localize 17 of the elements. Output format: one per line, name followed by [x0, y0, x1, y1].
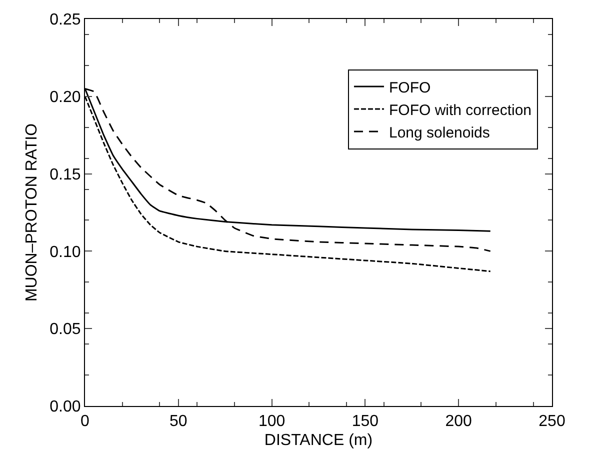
- y-tick-label: 0.25: [50, 12, 81, 29]
- y-axis-title: MUON–PROTON RATIO: [24, 123, 41, 302]
- x-tick-label: 150: [352, 413, 379, 430]
- x-tick-label: 50: [170, 413, 188, 430]
- legend-label: Long solenoids: [388, 124, 490, 142]
- x-tick-label: 100: [258, 413, 286, 430]
- legend-label: FOFO: [388, 79, 431, 96]
- x-tick-label: 250: [538, 413, 566, 430]
- y-tick-label: 0.10: [50, 244, 81, 261]
- x-tick-label: 200: [445, 413, 472, 430]
- y-tick-label: 0.20: [50, 89, 81, 106]
- y-tick-label: 0.05: [50, 321, 81, 338]
- y-tick-label: 0.00: [50, 398, 81, 416]
- legend-label: FOFO with correction: [388, 102, 532, 119]
- x-tick-label: 0: [80, 413, 90, 430]
- y-tick-label: 0.15: [50, 166, 81, 184]
- x-axis-title: DISTANCE (m): [264, 432, 373, 449]
